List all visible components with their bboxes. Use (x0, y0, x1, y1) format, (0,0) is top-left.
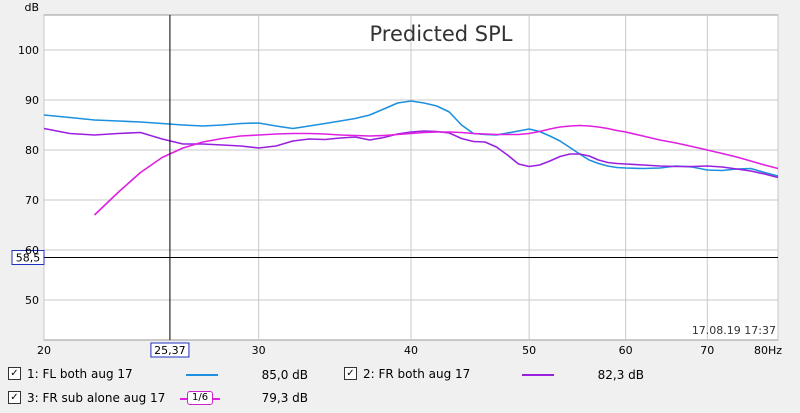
series-3-name: 3: FR sub alone aug 17 (27, 391, 166, 405)
series-2-checkbox[interactable]: ✓ (344, 367, 357, 380)
cursor-x-label: 25,37 (154, 344, 186, 357)
x-tick-label: 60 (619, 344, 633, 357)
x-tick-label: 50 (522, 344, 536, 357)
y-tick-label: 50 (25, 294, 39, 307)
series-2-value: 82,3 dB (597, 368, 644, 382)
series-1-value: 85,0 dB (261, 368, 308, 382)
axis-labels: 50 60 70 80 90 100 20 30 40 50 60 70 80Hz dB Predicted… (18, 1, 782, 357)
timestamp: 17.08.19 17:37 (692, 324, 776, 337)
smoothing-button[interactable]: 1/6 (187, 391, 214, 405)
grid (43, 15, 779, 340)
series-1-swatch (186, 374, 218, 376)
cursor-y-label: 58,5 (16, 252, 41, 265)
series-2-name: 2: FR both aug 17 (363, 367, 471, 381)
series-3-checkbox[interactable]: ✓ (8, 391, 21, 404)
cursor[interactable]: 58,5 25,37 (11, 15, 778, 358)
y-tick-label: 90 (25, 94, 39, 107)
series-group (43, 100, 779, 216)
series-line-2 (43, 127, 779, 179)
chart-title: Predicted SPL (370, 22, 513, 46)
y-tick-label: 80 (25, 144, 39, 157)
y-axis-label: dB (24, 1, 39, 14)
cursor-x-box (150, 342, 190, 358)
series-3-value: 79,3 dB (261, 391, 308, 405)
x-tick-label: 30 (252, 344, 266, 357)
series-line-3 (93, 124, 779, 216)
x-tick-label: 20 (37, 344, 51, 357)
series-1-checkbox[interactable]: ✓ (8, 367, 21, 380)
x-tick-label: 70 (700, 344, 714, 357)
cursor-y-box (11, 250, 45, 265)
x-tick-label: 80Hz (754, 344, 782, 357)
y-tick-label: 60 (25, 244, 39, 257)
series-1-name: 1: FL both aug 17 (27, 367, 133, 381)
y-tick-label: 100 (18, 44, 39, 57)
series-2-swatch (522, 374, 554, 376)
y-tick-label: 70 (25, 194, 39, 207)
x-tick-label: 40 (404, 344, 418, 357)
